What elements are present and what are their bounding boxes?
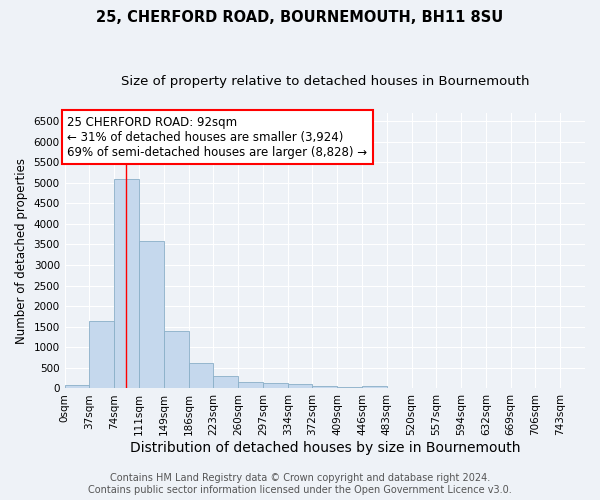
Bar (139, 241, 164, 388)
Title: Size of property relative to detached houses in Bournemouth: Size of property relative to detached ho… (121, 75, 529, 88)
Bar (263, 382, 287, 388)
Bar (362, 386, 387, 388)
Bar (313, 386, 337, 388)
Bar (164, 332, 188, 388)
Bar (238, 382, 263, 388)
Bar (188, 364, 214, 388)
Bar (114, 178, 139, 388)
Bar (287, 384, 313, 388)
Text: 25, CHERFORD ROAD, BOURNEMOUTH, BH11 8SU: 25, CHERFORD ROAD, BOURNEMOUTH, BH11 8SU (97, 10, 503, 25)
Bar (214, 376, 238, 388)
Bar (337, 387, 362, 388)
Bar (65, 386, 89, 388)
Y-axis label: Number of detached properties: Number of detached properties (15, 158, 28, 344)
X-axis label: Distribution of detached houses by size in Bournemouth: Distribution of detached houses by size … (130, 441, 520, 455)
Bar (89, 321, 114, 388)
Text: Contains HM Land Registry data © Crown copyright and database right 2024.
Contai: Contains HM Land Registry data © Crown c… (88, 474, 512, 495)
Text: 25 CHERFORD ROAD: 92sqm
← 31% of detached houses are smaller (3,924)
69% of semi: 25 CHERFORD ROAD: 92sqm ← 31% of detache… (67, 116, 368, 158)
